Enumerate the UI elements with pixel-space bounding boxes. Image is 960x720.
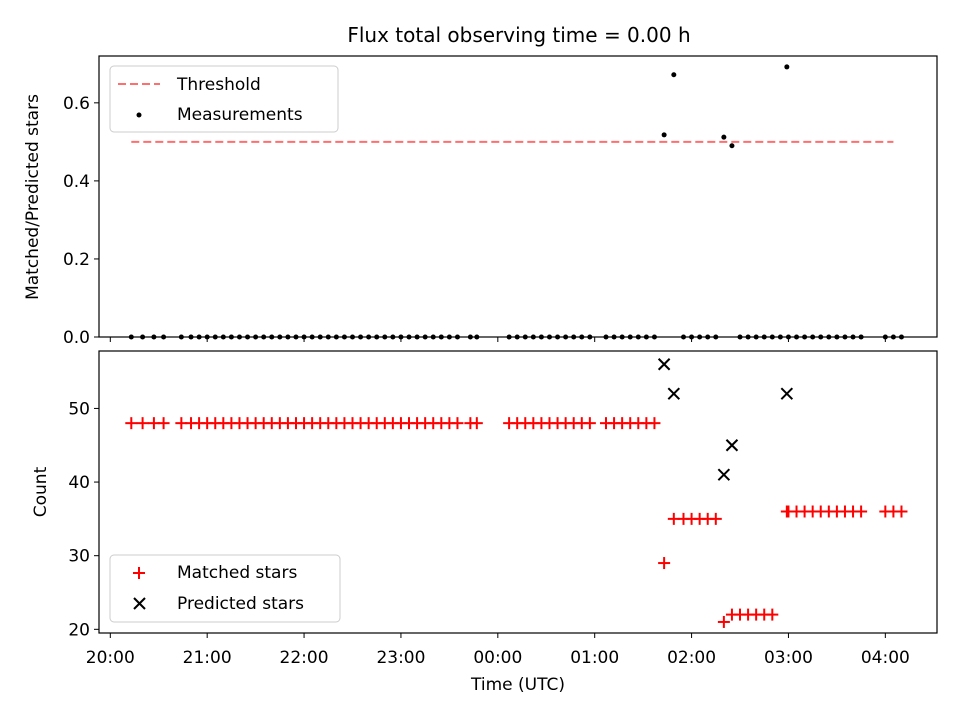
top-y-axis: 0.0 0.2 0.4 0.6 xyxy=(63,94,99,348)
chart-title: Flux total observing time = 0.00 h xyxy=(347,23,690,47)
x-axis-label: Time (UTC) xyxy=(470,675,565,695)
x-tick-label: 20:00 xyxy=(86,648,135,668)
bottom-plot-marks xyxy=(125,358,908,628)
top-y-axis-label: Matched/Predicted stars xyxy=(23,94,43,300)
measurement-point xyxy=(661,132,667,138)
x-tick-label: 21:00 xyxy=(183,648,232,668)
bottom-y-tick-label: 40 xyxy=(68,473,90,493)
measurement-point xyxy=(729,143,735,149)
legend-matched-label: Matched stars xyxy=(177,563,297,583)
x-tick-label: 04:00 xyxy=(861,648,910,668)
bottom-plot-frame xyxy=(98,350,938,634)
bottom-legend: Matched stars Predicted stars xyxy=(109,554,341,623)
predicted-star-point xyxy=(780,387,794,400)
matched-star-point xyxy=(157,417,170,430)
x-tick-label: 01:00 xyxy=(570,648,619,668)
top-legend-box xyxy=(109,65,339,133)
x-tick-label: 22:00 xyxy=(280,648,329,668)
bottom-y-tick-label: 30 xyxy=(68,547,90,567)
matched-star-point xyxy=(717,615,730,628)
bottom-y-tick-label: 20 xyxy=(68,620,90,640)
x-tick-label: 23:00 xyxy=(376,648,425,668)
legend-predicted-label: Predicted stars xyxy=(177,594,304,614)
matched-star-point xyxy=(136,417,149,430)
predicted-star-point xyxy=(657,358,671,371)
matched-star-point xyxy=(855,505,868,518)
bottom-y-axis-label: Count xyxy=(31,466,51,517)
legend-measurements-swatch xyxy=(136,112,142,118)
top-legend: Threshold Measurements xyxy=(109,65,339,133)
bottom-x-axis: 20:00 21:00 22:00 23:00 00:00 01:00 02:00 03:00… xyxy=(86,633,910,668)
top-y-tick-label: 0.0 xyxy=(63,328,90,348)
measurement-point xyxy=(671,72,677,78)
bottom-legend-box xyxy=(109,554,341,623)
matched-star-point xyxy=(658,557,671,570)
legend-measurements-label: Measurements xyxy=(177,105,303,125)
top-y-tick-label: 0.2 xyxy=(63,250,90,270)
bottom-y-tick-label: 50 xyxy=(68,399,90,419)
top-x-axis xyxy=(109,337,886,342)
bottom-y-axis: 20 30 40 50 xyxy=(68,399,99,640)
top-y-tick-label: 0.6 xyxy=(63,94,90,114)
x-tick-label: 02:00 xyxy=(667,648,716,668)
x-tick-label: 03:00 xyxy=(764,648,813,668)
measurement-point xyxy=(784,64,790,70)
top-plot-frame xyxy=(98,55,938,338)
matched-star-point xyxy=(766,608,779,621)
predicted-star-point xyxy=(725,439,739,452)
top-y-tick-label: 0.4 xyxy=(63,172,90,192)
matched-star-point xyxy=(583,417,596,430)
matched-star-point xyxy=(648,417,661,430)
legend-predicted-swatch xyxy=(133,597,146,610)
matched-star-point xyxy=(451,417,464,430)
top-plot: 0.0 0.2 0.4 0.6 Matched/Predicted stars Thr… xyxy=(23,55,938,348)
legend-threshold-label: Threshold xyxy=(176,75,261,95)
measurement-point xyxy=(721,134,727,140)
matched-star-point xyxy=(125,417,138,430)
legend-matched-swatch xyxy=(133,567,145,579)
x-tick-label: 00:00 xyxy=(473,648,522,668)
predicted-star-point xyxy=(667,387,681,400)
predicted-star-point xyxy=(717,468,731,481)
bottom-plot: 20 30 40 50 20:00 21:00 22:00 23:00 00:00 01:00 0… xyxy=(31,350,938,695)
matched-star-point xyxy=(895,505,908,518)
matched-star-point xyxy=(709,512,722,525)
matched-star-point xyxy=(470,417,483,430)
